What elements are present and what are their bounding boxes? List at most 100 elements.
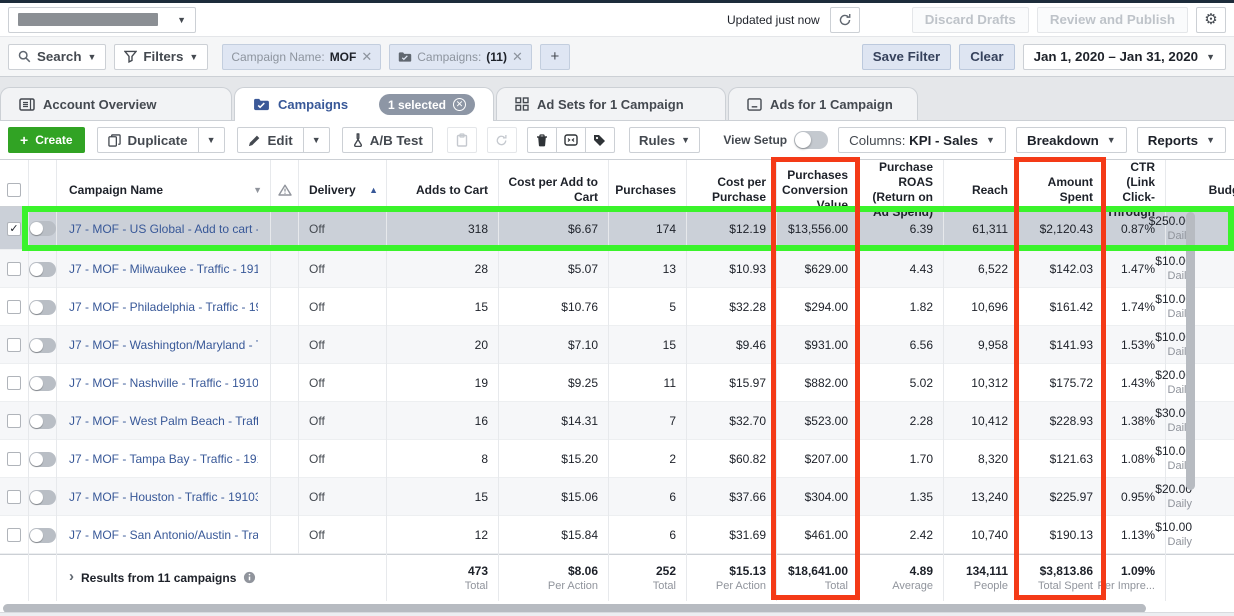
- table-row[interactable]: J7 - MOF - Nashville - Traffic - 191038 …: [0, 364, 1234, 402]
- refresh-button[interactable]: [830, 7, 860, 33]
- tab-ad-sets[interactable]: Ad Sets for 1 Campaign: [496, 87, 726, 120]
- adds-to-cart-value: 8: [386, 440, 498, 478]
- date-range-picker[interactable]: Jan 1, 2020 – Jan 31, 2020 ▼: [1023, 44, 1226, 70]
- search-icon: [18, 50, 31, 63]
- ab-test-button[interactable]: A/B Test: [342, 127, 433, 153]
- save-filter-button[interactable]: Save Filter: [862, 44, 951, 70]
- campaign-name-link[interactable]: J7 - MOF - West Palm Beach - Traffic - 1…: [69, 414, 258, 428]
- rules-dropdown-button[interactable]: Rules ▼: [629, 127, 700, 153]
- create-button[interactable]: + Create: [8, 127, 85, 153]
- updated-status: Updated just now: [727, 13, 820, 27]
- campaign-name-link[interactable]: J7 - MOF - Washington/Maryland - Traffic…: [69, 338, 258, 352]
- campaign-active-toggle[interactable]: [29, 300, 56, 315]
- purchases-conversion-value: $13,556.00: [776, 207, 858, 250]
- campaign-active-toggle[interactable]: [29, 376, 56, 391]
- clear-selection-icon[interactable]: ✕: [453, 98, 466, 111]
- settings-button[interactable]: ⚙: [1196, 7, 1226, 33]
- view-setup-control: View Setup: [723, 131, 828, 149]
- amount-spent-value: $225.97: [1018, 478, 1103, 516]
- cost-per-add-to-cart-value: $6.67: [498, 207, 608, 250]
- campaign-name-link[interactable]: J7 - MOF - Milwaukee - Traffic - 191038: [69, 262, 258, 276]
- view-setup-toggle[interactable]: [794, 131, 828, 149]
- tab-campaigns[interactable]: Campaigns 1 selected ✕: [234, 87, 494, 121]
- table-row[interactable]: J7 - MOF - San Antonio/Austin - Traffic …: [0, 516, 1234, 554]
- row-checkbox[interactable]: [7, 338, 21, 352]
- campaign-active-toggle[interactable]: [29, 414, 56, 429]
- campaign-name-link[interactable]: J7 - MOF - Nashville - Traffic - 191038: [69, 376, 258, 390]
- row-checkbox[interactable]: [7, 528, 21, 542]
- clear-filter-button[interactable]: Clear: [959, 44, 1014, 70]
- pin-button[interactable]: [447, 127, 477, 153]
- duplicate-dropdown-button[interactable]: ▼: [199, 127, 225, 153]
- table-row[interactable]: J7 - MOF - Tampa Bay - Traffic - 191038 …: [0, 440, 1234, 478]
- selected-count-badge[interactable]: 1 selected ✕: [379, 94, 475, 115]
- row-checkbox[interactable]: [7, 222, 21, 236]
- remove-filter-icon[interactable]: ✕: [361, 49, 372, 65]
- campaign-name-link[interactable]: J7 - MOF - US Global - Add to cart - 191…: [69, 222, 258, 236]
- filters-label: Filters: [143, 49, 183, 64]
- table-row[interactable]: J7 - MOF - Philadelphia - Traffic - 1910…: [0, 288, 1234, 326]
- trash-icon: [536, 134, 548, 147]
- cost-per-add-to-cart-value: $7.10: [498, 326, 608, 364]
- campaign-active-toggle[interactable]: [29, 490, 56, 505]
- amount-spent-value: $121.63: [1018, 440, 1103, 478]
- breakdown-dropdown-button[interactable]: Breakdown ▼: [1016, 127, 1127, 153]
- discard-drafts-button[interactable]: Discard Drafts: [912, 7, 1029, 33]
- ad-sets-grid-icon: [515, 97, 529, 111]
- account-name-redacted: [18, 13, 158, 26]
- campaign-active-toggle[interactable]: [29, 452, 56, 467]
- vertical-scrollbar-thumb[interactable]: [1186, 212, 1195, 490]
- tag-button[interactable]: [585, 127, 615, 153]
- row-checkbox[interactable]: [7, 300, 21, 314]
- filter-pill-campaign-name[interactable]: Campaign Name: MOF ✕: [222, 44, 381, 70]
- row-checkbox[interactable]: [7, 452, 21, 466]
- edit-split-button: Edit ▼: [237, 127, 330, 153]
- cost-per-add-to-cart-value: $9.25: [498, 364, 608, 402]
- row-checkbox[interactable]: [7, 376, 21, 390]
- filters-dropdown-button[interactable]: Filters ▼: [114, 44, 208, 70]
- tab-ads[interactable]: Ads for 1 Campaign: [728, 87, 918, 120]
- edit-dropdown-button[interactable]: ▼: [304, 127, 330, 153]
- purchases-value: 5: [608, 288, 686, 326]
- campaign-active-toggle[interactable]: [29, 221, 56, 236]
- reach-value: 10,696: [943, 288, 1018, 326]
- budget-cell: $10.00Daily: [1165, 288, 1234, 326]
- table-row[interactable]: J7 - MOF - Washington/Maryland - Traffic…: [0, 326, 1234, 364]
- account-selector-dropdown[interactable]: ▼: [8, 7, 196, 33]
- chevron-down-icon: ▼: [312, 135, 321, 145]
- purchase-roas-value: 4.43: [858, 250, 943, 288]
- campaign-name-link[interactable]: J7 - MOF - Houston - Traffic - 191038: [69, 490, 258, 504]
- duplicate-button[interactable]: Duplicate: [97, 127, 199, 153]
- export-button[interactable]: [556, 127, 586, 153]
- chevron-down-icon: ▼: [189, 52, 198, 62]
- tab-account-overview[interactable]: Account Overview: [0, 87, 232, 120]
- table-row[interactable]: J7 - MOF - US Global - Add to cart - 191…: [0, 207, 1234, 250]
- revert-button[interactable]: [487, 127, 517, 153]
- date-range-value: Jan 1, 2020 – Jan 31, 2020: [1034, 49, 1199, 64]
- campaign-name-link[interactable]: J7 - MOF - Tampa Bay - Traffic - 191038: [69, 452, 258, 466]
- filter-pill-campaigns[interactable]: Campaigns: (11) ✕: [389, 44, 532, 70]
- add-filter-button[interactable]: +: [540, 44, 570, 70]
- columns-dropdown-button[interactable]: Columns: KPI - Sales ▼: [838, 127, 1006, 153]
- delete-button[interactable]: [527, 127, 557, 153]
- table-row[interactable]: J7 - MOF - Milwaukee - Traffic - 191038 …: [0, 250, 1234, 288]
- search-dropdown-button[interactable]: Search ▼: [8, 44, 106, 70]
- table-row[interactable]: J7 - MOF - Houston - Traffic - 191038 Of…: [0, 478, 1234, 516]
- select-all-checkbox[interactable]: [7, 183, 21, 197]
- reports-dropdown-button[interactable]: Reports ▼: [1137, 127, 1226, 153]
- campaign-name-link[interactable]: J7 - MOF - San Antonio/Austin - Traffic …: [69, 528, 258, 542]
- adds-to-cart-value: 19: [386, 364, 498, 402]
- pencil-icon: [248, 134, 261, 147]
- results-summary[interactable]: › Results from 11 campaigns: [56, 554, 386, 601]
- review-and-publish-button[interactable]: Review and Publish: [1037, 7, 1188, 33]
- table-row[interactable]: J7 - MOF - West Palm Beach - Traffic - 1…: [0, 402, 1234, 440]
- campaign-name-link[interactable]: J7 - MOF - Philadelphia - Traffic - 1910…: [69, 300, 258, 314]
- remove-filter-icon[interactable]: ✕: [512, 49, 523, 65]
- campaign-active-toggle[interactable]: [29, 338, 56, 353]
- edit-button[interactable]: Edit: [237, 127, 304, 153]
- row-checkbox[interactable]: [7, 414, 21, 428]
- campaign-active-toggle[interactable]: [29, 262, 56, 277]
- row-checkbox[interactable]: [7, 262, 21, 276]
- row-checkbox[interactable]: [7, 490, 21, 504]
- campaign-active-toggle[interactable]: [29, 528, 56, 543]
